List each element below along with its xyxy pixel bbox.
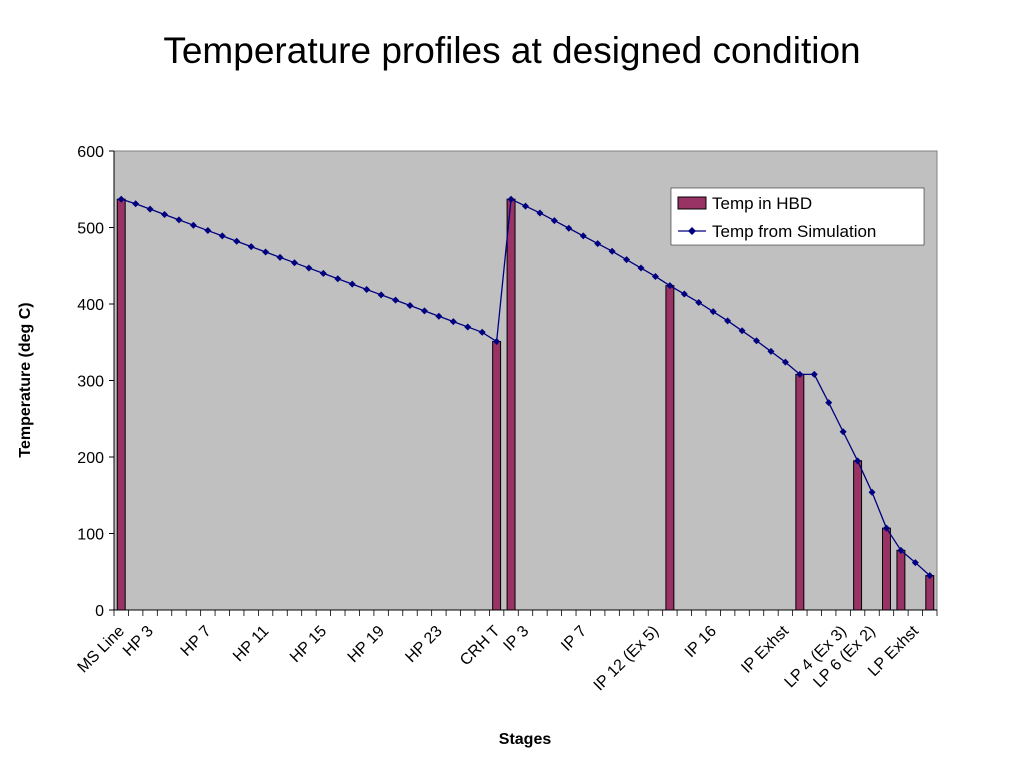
y-tick-label-0: 0 [95,603,104,620]
bar-8 [925,575,935,611]
bar-4 [795,373,805,611]
simulation-point-54 [897,546,905,554]
simulation-point-48 [810,370,818,378]
simulation-point-33 [594,240,602,248]
simulation-point-7 [218,232,226,240]
x-tick-label-37: IP 12 (Ex 5) [591,623,663,695]
chart-title: Temperature profiles at designed conditi… [163,30,861,71]
bar-0 [116,198,126,611]
simulation-point-21 [420,307,428,315]
simulation-point-53 [882,524,890,532]
simulation-point-15 [334,275,342,283]
simulation-point-17 [363,285,371,293]
x-tick-label-22: HP 23 [402,623,445,666]
simulation-point-19 [392,296,400,304]
simulation-point-8 [233,237,241,245]
simulation-point-52 [868,488,876,496]
legend-bar-swatch [677,196,707,210]
simulation-point-6 [204,227,212,235]
simulation-point-47 [796,370,804,378]
simulation-point-35 [623,256,631,264]
simulation-point-4 [175,216,183,224]
x-tick-label-26: CRH T [457,623,504,670]
simulation-point-41 [709,308,717,316]
x-tick-label-32: IP 7 [558,623,590,655]
simulation-point-24 [464,323,472,331]
simulation-point-18 [377,291,385,299]
x-tick-label-18: HP 19 [345,623,388,666]
x-tick-label-28: IP 3 [500,623,532,655]
bar-7 [896,549,906,611]
simulation-point-32 [579,232,587,240]
simulation-point-40 [695,298,703,306]
simulation-point-49 [825,399,833,407]
simulation-point-11 [276,253,284,261]
simulation-point-9 [247,243,255,251]
simulation-point-31 [565,224,573,232]
legend: Temp in HBD Temp from Simulation [670,187,925,246]
simulation-point-42 [724,317,732,325]
simulation-point-51 [854,457,862,465]
simulation-point-25 [478,328,486,336]
legend-box [670,187,925,246]
bar-2 [506,198,516,611]
x-tick-label-41: IP 16 [682,623,720,661]
simulation-point-46 [781,358,789,366]
y-tick-label-400: 400 [77,297,104,314]
simulation-point-37 [651,272,659,280]
simulation-point-50 [839,428,847,436]
simulation-point-12 [290,259,298,267]
simulation-point-3 [161,210,169,218]
simulation-point-26 [493,337,501,345]
simulation-point-22 [435,312,443,320]
simulation-point-29 [536,209,544,217]
x-tick-label-10: HP 11 [230,623,272,665]
simulation-point-20 [406,302,414,310]
simulation-point-23 [449,318,457,326]
simulation-point-10 [262,248,270,256]
simulation-point-28 [522,202,529,210]
axes-layer: 0 100 200 300 400 500 600 [77,144,938,620]
y-tick-label-500: 500 [77,221,104,238]
simulation-point-45 [767,347,775,355]
simulation-point-1 [132,200,140,208]
simulation-point-56 [926,572,934,580]
simulation-point-36 [637,264,645,272]
bar-1 [492,340,502,611]
simulation-point-43 [738,327,746,335]
simulation-point-5 [189,221,197,229]
simulation-point-14 [319,269,327,277]
bar-6 [881,527,891,611]
x-tick-label-14: HP 15 [287,623,330,666]
x-tick-label-6: HP 7 [178,623,215,660]
y-tick-label-200: 200 [77,450,104,467]
simulation-point-16 [348,280,356,288]
simulation-point-38 [666,282,674,290]
y-tick-label-600: 600 [77,144,104,161]
line-layer [117,195,934,580]
x-axis-title: Stages [499,731,552,748]
simulation-point-44 [753,337,761,345]
simulation-point-2 [146,205,154,213]
simulation-point-13 [305,264,313,272]
legend-marker [688,227,696,235]
y-tick-label-300: 300 [77,374,104,391]
bar-5 [853,460,863,611]
simulation-point-55 [911,559,919,567]
simulation-point-34 [608,247,616,255]
simulation-point-27 [507,195,515,203]
bar-3 [665,285,675,611]
legend-label-hbd: Temp in HBD [712,194,812,213]
simulation-point-39 [680,290,688,298]
legend-label-simulation: Temp from Simulation [712,222,876,241]
simulation-point-30 [550,217,558,225]
y-axis-title: Temperature (deg C) [17,302,34,457]
y-tick-label-100: 100 [77,527,104,544]
simulation-point-0 [117,195,125,203]
x-tick-label-0: MS Line [75,623,129,677]
x-tick-label-2: HP 3 [120,623,157,660]
x-tick-label-46: IP Exhst [738,622,792,676]
